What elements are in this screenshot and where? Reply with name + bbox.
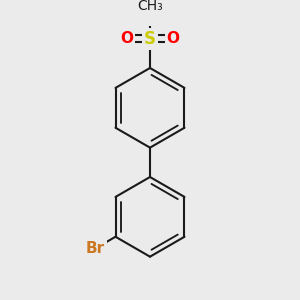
Text: Br: Br bbox=[86, 241, 105, 256]
Text: S: S bbox=[144, 30, 156, 48]
Text: O: O bbox=[120, 31, 134, 46]
Text: CH₃: CH₃ bbox=[137, 0, 163, 14]
Text: O: O bbox=[167, 31, 180, 46]
